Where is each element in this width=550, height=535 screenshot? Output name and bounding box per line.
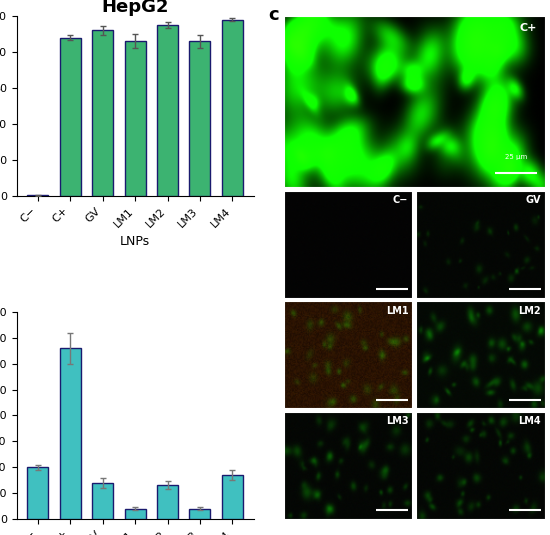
Bar — [222, 475, 243, 519]
Text: GV: GV — [525, 195, 541, 205]
Text: LM2: LM2 — [518, 305, 541, 316]
Bar — [124, 509, 146, 519]
Bar — [28, 467, 48, 519]
Text: LM1: LM1 — [386, 305, 408, 316]
Bar — [92, 30, 113, 196]
Bar — [222, 20, 243, 196]
Bar — [28, 195, 48, 196]
Title: HepG2: HepG2 — [101, 0, 169, 16]
Bar — [60, 37, 81, 196]
Bar — [189, 41, 211, 196]
Bar — [92, 483, 113, 519]
Text: LM4: LM4 — [518, 416, 541, 426]
Bar — [157, 485, 178, 519]
Text: C−: C− — [393, 195, 408, 205]
Text: 25 µm: 25 µm — [505, 154, 527, 160]
X-axis label: LNPs: LNPs — [120, 234, 150, 248]
Bar — [60, 348, 81, 519]
Text: LM3: LM3 — [386, 416, 408, 426]
Bar — [189, 509, 211, 519]
Text: C+: C+ — [519, 23, 537, 33]
Text: c: c — [268, 6, 278, 24]
Bar — [124, 41, 146, 196]
Bar — [157, 25, 178, 196]
